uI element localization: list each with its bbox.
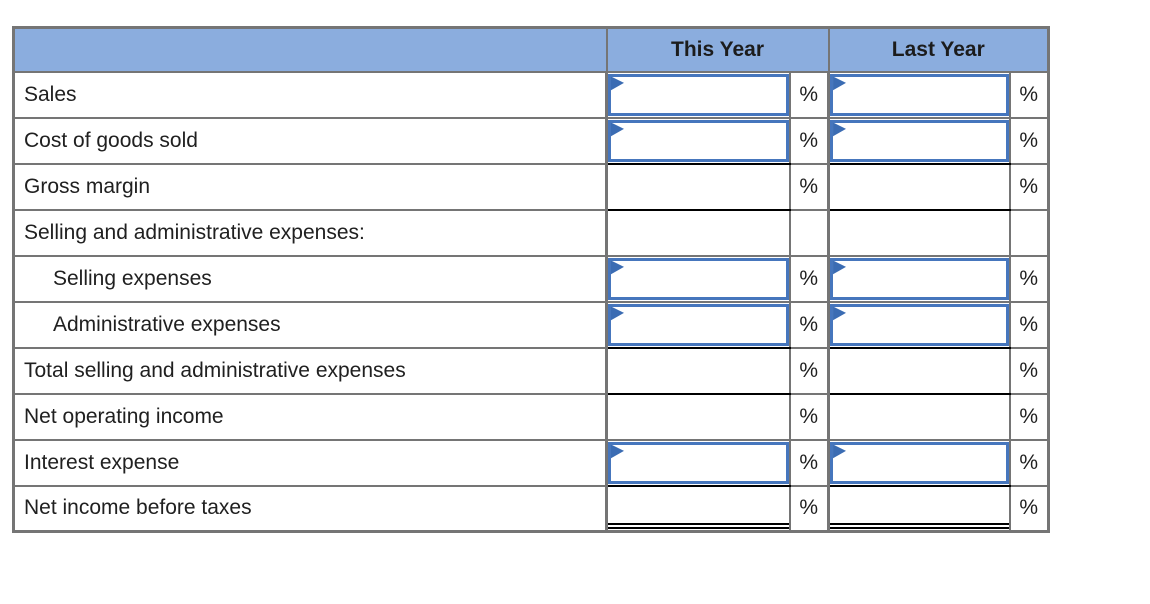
input-interest-expense-this-year[interactable] xyxy=(609,441,788,484)
header-row: This Year Last Year xyxy=(12,26,1050,73)
value-net-operating-income-last-year xyxy=(827,392,1011,441)
cell-interest-expense-last-year xyxy=(827,438,1011,487)
row-label-selling-admin-header: Selling and administrative expenses: xyxy=(12,208,608,257)
unit-gross-margin-last-year: % xyxy=(1008,162,1050,211)
unit-selling-admin-header-last-year xyxy=(1008,208,1050,257)
unit-selling-expenses-this-year: % xyxy=(788,254,830,303)
input-administrative-expenses-this-year[interactable] xyxy=(609,303,788,346)
row-label-net-operating-income: Net operating income xyxy=(12,392,608,441)
unit-gross-margin-this-year: % xyxy=(788,162,830,211)
row-label-cost-of-goods-sold: Cost of goods sold xyxy=(12,116,608,165)
cell-cogs-last-year xyxy=(827,116,1011,165)
unit-total-selling-admin-last-year: % xyxy=(1008,346,1050,395)
input-selling-expenses-last-year[interactable] xyxy=(831,257,1008,300)
unit-interest-expense-last-year: % xyxy=(1008,438,1050,487)
cell-selling-expenses-last-year xyxy=(827,254,1011,303)
cell-interest-expense-this-year xyxy=(605,438,791,487)
unit-net-operating-income-last-year: % xyxy=(1008,392,1050,441)
unit-total-selling-admin-this-year: % xyxy=(788,346,830,395)
row-label-selling-expenses: Selling expenses xyxy=(12,254,608,303)
row-net-operating-income: Net operating income % % xyxy=(12,392,1050,441)
unit-net-income-before-taxes-this-year: % xyxy=(788,484,830,533)
unit-cogs-this-year: % xyxy=(788,116,830,165)
input-selling-expenses-this-year[interactable] xyxy=(609,257,788,300)
row-label-gross-margin: Gross margin xyxy=(12,162,608,211)
worksheet: This Year Last Year Sales % % Cost of go… xyxy=(12,26,1051,533)
value-selling-admin-header-this-year xyxy=(605,208,791,257)
unit-interest-expense-this-year: % xyxy=(788,438,830,487)
row-interest-expense: Interest expense % % xyxy=(12,438,1050,487)
value-selling-admin-header-last-year xyxy=(827,208,1011,257)
header-this-year: This Year xyxy=(605,26,830,73)
input-interest-expense-last-year[interactable] xyxy=(831,441,1008,484)
input-sales-last-year[interactable] xyxy=(831,73,1008,116)
row-label-net-income-before-taxes: Net income before taxes xyxy=(12,484,608,533)
value-net-income-before-taxes-this-year xyxy=(605,484,791,533)
unit-sales-last-year: % xyxy=(1008,70,1050,119)
income-statement-table: This Year Last Year Sales % % Cost of go… xyxy=(12,26,1051,533)
row-label-total-selling-admin: Total selling and administrative expense… xyxy=(12,346,608,395)
row-label-administrative-expenses: Administrative expenses xyxy=(12,300,608,349)
row-total-selling-admin: Total selling and administrative expense… xyxy=(12,346,1050,395)
input-cogs-last-year[interactable] xyxy=(831,119,1008,162)
cell-selling-expenses-this-year xyxy=(605,254,791,303)
header-blank xyxy=(12,26,608,73)
header-last-year: Last Year xyxy=(827,26,1050,73)
unit-sales-this-year: % xyxy=(788,70,830,119)
cell-cogs-this-year xyxy=(605,116,791,165)
value-total-selling-admin-last-year xyxy=(827,346,1011,395)
row-gross-margin: Gross margin % % xyxy=(12,162,1050,211)
unit-cogs-last-year: % xyxy=(1008,116,1050,165)
unit-net-operating-income-this-year: % xyxy=(788,392,830,441)
value-total-selling-admin-this-year xyxy=(605,346,791,395)
row-administrative-expenses: Administrative expenses % % xyxy=(12,300,1050,349)
unit-net-income-before-taxes-last-year: % xyxy=(1008,484,1050,533)
row-selling-expenses: Selling expenses % % xyxy=(12,254,1050,303)
unit-administrative-expenses-this-year: % xyxy=(788,300,830,349)
value-gross-margin-this-year xyxy=(605,162,791,211)
row-label-sales: Sales xyxy=(12,70,608,119)
cell-administrative-expenses-last-year xyxy=(827,300,1011,349)
unit-administrative-expenses-last-year: % xyxy=(1008,300,1050,349)
unit-selling-expenses-last-year: % xyxy=(1008,254,1050,303)
unit-selling-admin-header-this-year xyxy=(788,208,830,257)
row-selling-admin-header: Selling and administrative expenses: xyxy=(12,208,1050,257)
cell-sales-this-year xyxy=(605,70,791,119)
row-sales: Sales % % xyxy=(12,70,1050,119)
cell-sales-last-year xyxy=(827,70,1011,119)
value-net-operating-income-this-year xyxy=(605,392,791,441)
cell-administrative-expenses-this-year xyxy=(605,300,791,349)
value-gross-margin-last-year xyxy=(827,162,1011,211)
input-sales-this-year[interactable] xyxy=(609,73,788,116)
input-cogs-this-year[interactable] xyxy=(609,119,788,162)
row-net-income-before-taxes: Net income before taxes % % xyxy=(12,484,1050,533)
row-label-interest-expense: Interest expense xyxy=(12,438,608,487)
input-administrative-expenses-last-year[interactable] xyxy=(831,303,1008,346)
row-cost-of-goods-sold: Cost of goods sold % % xyxy=(12,116,1050,165)
value-net-income-before-taxes-last-year xyxy=(827,484,1011,533)
